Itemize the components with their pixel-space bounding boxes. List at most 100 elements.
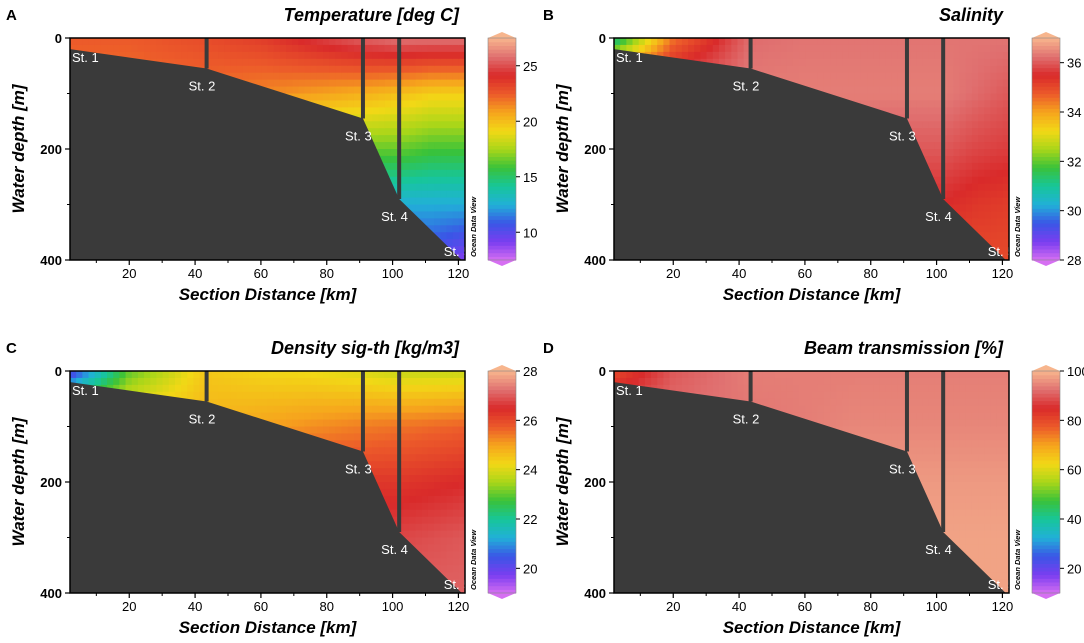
heatmap-cell (409, 135, 417, 143)
heatmap-cell (137, 371, 145, 379)
heatmap-cell (458, 149, 465, 157)
heatmap-cell (978, 93, 985, 102)
colorbar-segment (1032, 141, 1060, 146)
heatmap-cell (799, 79, 806, 88)
heatmap-cell (934, 135, 942, 143)
heatmap-cell (971, 204, 979, 213)
heatmap-cell (626, 44, 634, 53)
heatmap-cell (421, 176, 429, 185)
heatmap-cell (434, 86, 441, 95)
heatmap-cell (965, 114, 973, 122)
heatmap-cell (953, 93, 961, 102)
heatmap-cell (928, 38, 936, 46)
heatmap-cell (910, 58, 918, 67)
heatmap-cell (316, 58, 324, 67)
heatmap-cell (1002, 176, 1009, 185)
heatmap-cell (366, 51, 374, 60)
x-axis-label: Section Distance [km] (179, 285, 358, 304)
heatmap-cell (316, 93, 324, 102)
heatmap-cell (996, 155, 1004, 164)
heatmap-cell (440, 204, 448, 213)
heatmap-cell (922, 72, 930, 81)
heatmap-cell (984, 128, 992, 136)
heatmap-cell (755, 38, 763, 46)
heatmap-cell (700, 38, 708, 46)
colorbar-segment (1032, 178, 1060, 183)
heatmap-cell (786, 72, 794, 81)
x-tick-label: 40 (732, 266, 746, 281)
heatmap-cell (965, 211, 973, 219)
heatmap-cell (996, 176, 1004, 185)
heatmap-cell (421, 135, 429, 143)
heatmap-cell (94, 377, 102, 386)
colorbar-segment (488, 256, 516, 261)
heatmap-cell (94, 44, 102, 53)
heatmap-cell (854, 51, 862, 60)
heatmap-cell (996, 169, 1004, 178)
heatmap-cell (959, 86, 967, 95)
station-label: St. 4 (925, 209, 952, 224)
heatmap-cell (162, 51, 170, 60)
heatmap-cell (372, 65, 380, 74)
heatmap-cell (440, 232, 448, 240)
heatmap-cell (848, 44, 856, 53)
heatmap-cell (860, 51, 868, 60)
heatmap-cell (415, 100, 423, 108)
heatmap-cell (774, 51, 782, 60)
heatmap-cell (409, 107, 417, 115)
heatmap-cell (125, 377, 133, 386)
heatmap-cell (965, 149, 973, 157)
heatmap-cell (996, 190, 1004, 199)
colorbar-segment (488, 219, 516, 224)
heatmap-cell (860, 38, 868, 46)
colorbar-segment (1032, 252, 1060, 257)
heatmap-cell (1002, 183, 1009, 192)
heatmap-cell (916, 65, 924, 74)
colorbar-segment (1032, 237, 1060, 243)
heatmap-cell (984, 197, 992, 206)
heatmap-cell (353, 86, 361, 95)
heatmap-cell (384, 86, 392, 95)
heatmap-cell (409, 86, 417, 95)
heatmap-cell (187, 38, 195, 46)
heatmap-cell (934, 169, 942, 178)
heatmap-cell (181, 391, 188, 400)
heatmap-cell (298, 72, 306, 81)
heatmap-cell (996, 218, 1004, 226)
heatmap-cell (675, 44, 683, 53)
heatmap-cell (1002, 72, 1009, 81)
colorbar-segment (488, 245, 516, 250)
heatmap-cell (885, 79, 893, 88)
heatmap-cell (366, 44, 374, 53)
heatmap-cell (990, 58, 998, 67)
heatmap-cell (971, 51, 979, 60)
heatmap-cell (928, 51, 936, 60)
heatmap-cell (267, 58, 275, 67)
heatmap-cell (694, 44, 701, 53)
heatmap-cell (446, 204, 454, 213)
heatmap-cell (1002, 58, 1009, 67)
heatmap-cell (867, 86, 874, 95)
y-tick-label: 400 (584, 253, 606, 268)
heatmap-cell (113, 377, 120, 386)
colorbar-segment (488, 123, 516, 128)
heatmap-cell (1002, 232, 1009, 240)
heatmap-cell (378, 107, 386, 115)
heatmap-cell (452, 65, 460, 74)
heatmap-cell (996, 225, 1004, 233)
heatmap-cell (372, 128, 380, 136)
heatmap-cell (458, 135, 465, 143)
heatmap-cell (316, 79, 324, 88)
heatmap-cell (131, 377, 139, 386)
heatmap-cell (718, 51, 726, 60)
heatmap-cell (965, 183, 973, 192)
heatmap-cell (446, 86, 454, 95)
heatmap-cell (286, 72, 293, 81)
heatmap-cell (279, 86, 287, 95)
heatmap-cell (440, 114, 448, 122)
heatmap-cell (427, 107, 435, 115)
heatmap-cell (452, 114, 460, 122)
heatmap-cell (421, 211, 429, 219)
heatmap-cell (731, 51, 739, 60)
heatmap-cell (910, 128, 918, 136)
